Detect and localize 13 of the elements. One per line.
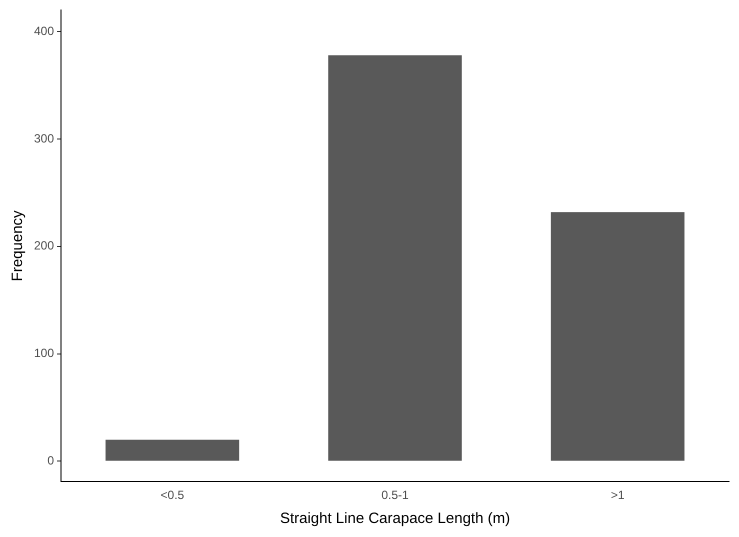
y-tick-label: 100 xyxy=(34,346,54,360)
bar xyxy=(550,212,684,461)
x-tick-label: 0.5-1 xyxy=(381,488,410,502)
bar xyxy=(328,55,462,461)
y-axis-title: Frequency xyxy=(9,210,26,282)
x-axis-title: Straight Line Carapace Length (m) xyxy=(280,510,510,528)
x-tick-label: <0.5 xyxy=(160,488,185,502)
x-tick-label: >1 xyxy=(610,488,625,502)
y-tick-label: 0 xyxy=(47,454,54,468)
y-tick-label: 400 xyxy=(34,24,54,38)
y-tick-label: 300 xyxy=(34,131,54,146)
y-tick-label: 200 xyxy=(34,238,54,253)
bar xyxy=(106,440,240,461)
